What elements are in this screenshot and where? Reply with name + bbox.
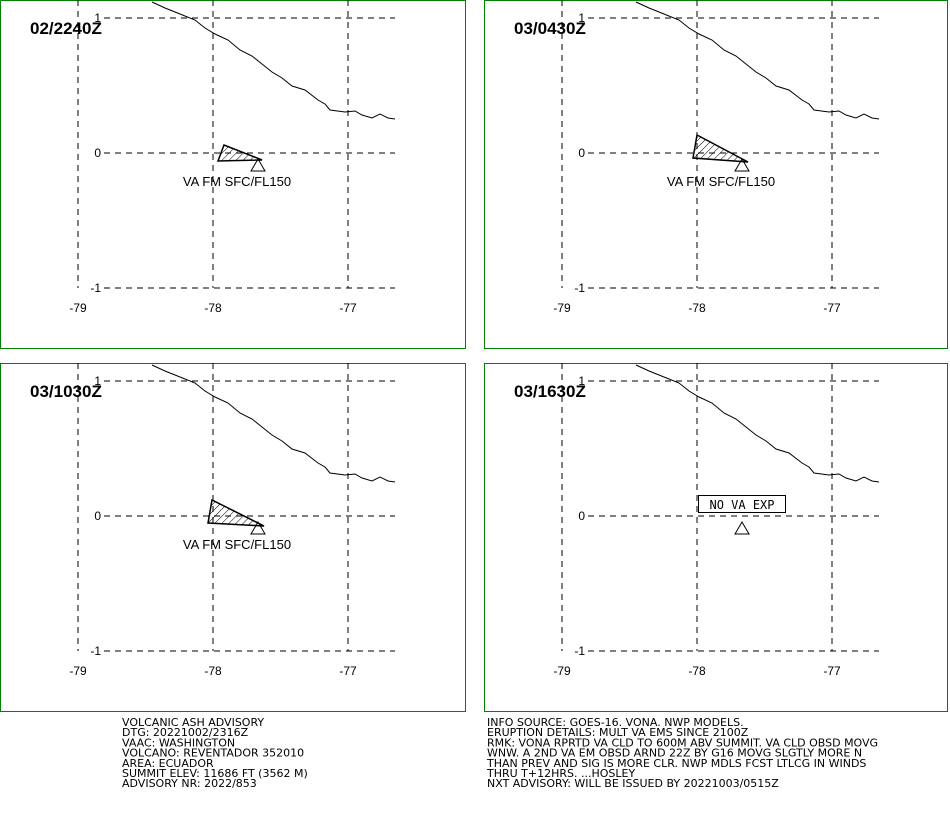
- cloud-label: VA FM SFC/FL150: [667, 174, 775, 189]
- advisory-line: THRU T+12HRS. ...HOSLEY: [486, 767, 635, 780]
- label-box: [698, 495, 786, 513]
- valid-time: 03/0430Z: [514, 19, 586, 38]
- lat-label: 0: [94, 509, 101, 523]
- volcano-symbol: [734, 521, 750, 535]
- advisory-line: ADVISORY NR: 2022/853: [122, 777, 257, 790]
- valid-time: 03/1030Z: [30, 382, 102, 401]
- lon-label: -79: [553, 301, 571, 315]
- lat-label: 1: [578, 11, 585, 25]
- volcano-symbol: [734, 158, 750, 172]
- advisory-line: ERUPTION DETAILS: MULT VA EMS SINCE 2100…: [487, 726, 749, 739]
- cloud-label: NO VA EXP: [709, 498, 774, 512]
- map-panel: -79 -78 -77 1 0 -1 03/0430Z VA FM SFC/FL150: [484, 0, 948, 349]
- ash-cloud: [692, 133, 749, 163]
- coastline: [635, 364, 880, 483]
- valid-time: 02/2240Z: [30, 19, 102, 38]
- lat-label: -1: [574, 281, 585, 295]
- advisory-line: INFO SOURCE: GOES-16. VONA. NWP MODELS.: [487, 716, 744, 729]
- lon-label: -77: [339, 664, 357, 678]
- advisory-line: SUMMIT ELEV: 11686 FT (3562 M): [122, 767, 308, 780]
- advisory-line: VOLCANIC ASH ADVISORY: [122, 716, 264, 729]
- advisory-line: RMK: VONA RPRTD VA CLD TO 600M ABV SUMMI…: [487, 736, 878, 749]
- advisory-line: NXT ADVISORY: WILL BE ISSUED BY 20221003…: [487, 777, 779, 790]
- panel-frame: [0, 363, 466, 712]
- volcano-symbol: [250, 521, 266, 535]
- coastline: [151, 1, 396, 120]
- map-panel: -79 -78 -77 1 0 -1 03/1630Z NO VA EXP: [484, 363, 948, 712]
- lon-label: -77: [339, 301, 357, 315]
- panel-frame: [484, 363, 948, 712]
- cloud-label: VA FM SFC/FL150: [183, 174, 291, 189]
- coastline: [635, 1, 880, 120]
- lat-label: -1: [574, 644, 585, 658]
- panel-frame: [484, 0, 948, 349]
- lon-label: -78: [204, 301, 222, 315]
- lon-label: -77: [823, 664, 841, 678]
- coastline: [151, 364, 396, 483]
- ash-cloud: [216, 144, 263, 162]
- lon-label: -79: [69, 664, 87, 678]
- lon-label: -78: [688, 664, 706, 678]
- advisory-line: DTG: 20221002/2316Z: [122, 726, 249, 739]
- lat-label: 1: [94, 11, 101, 25]
- lat-label: -1: [90, 644, 101, 658]
- advisory-line: VOLCANO: REVENTADOR 352010: [122, 747, 304, 760]
- map-panel: -79 -78 -77 1 0 -1 03/1030Z VA FM SFC/FL150: [0, 363, 466, 712]
- lat-label: 0: [578, 146, 585, 160]
- lon-label: -77: [823, 301, 841, 315]
- lon-label: -78: [688, 301, 706, 315]
- cloud-label: VA FM SFC/FL150: [183, 537, 291, 552]
- lat-label: 0: [578, 509, 585, 523]
- ash-cloud: [207, 498, 265, 527]
- volcano-symbol: [250, 158, 266, 172]
- advisory-line: VAAC: WASHINGTON: [122, 736, 235, 749]
- advisory-line: AREA: ECUADOR: [122, 757, 214, 770]
- map-panel: -79 -78 -77 1 0 -1 02/2240Z VA FM SFC/FL150: [0, 0, 466, 349]
- panel-frame: [0, 0, 466, 349]
- valid-time: 03/1630Z: [514, 382, 586, 401]
- lon-label: -79: [69, 301, 87, 315]
- lon-label: -79: [553, 664, 571, 678]
- lat-label: 0: [94, 146, 101, 160]
- advisory-line: WNW. A 2ND VA EM OBSD ARND 22Z BY G16 MO…: [487, 747, 862, 760]
- advisory-line: THAN PREV AND SIG IS MORE CLR. NWP MDLS …: [486, 757, 866, 770]
- lat-label: 1: [578, 374, 585, 388]
- lat-label: -1: [90, 281, 101, 295]
- lat-label: 1: [94, 374, 101, 388]
- lon-label: -78: [204, 664, 222, 678]
